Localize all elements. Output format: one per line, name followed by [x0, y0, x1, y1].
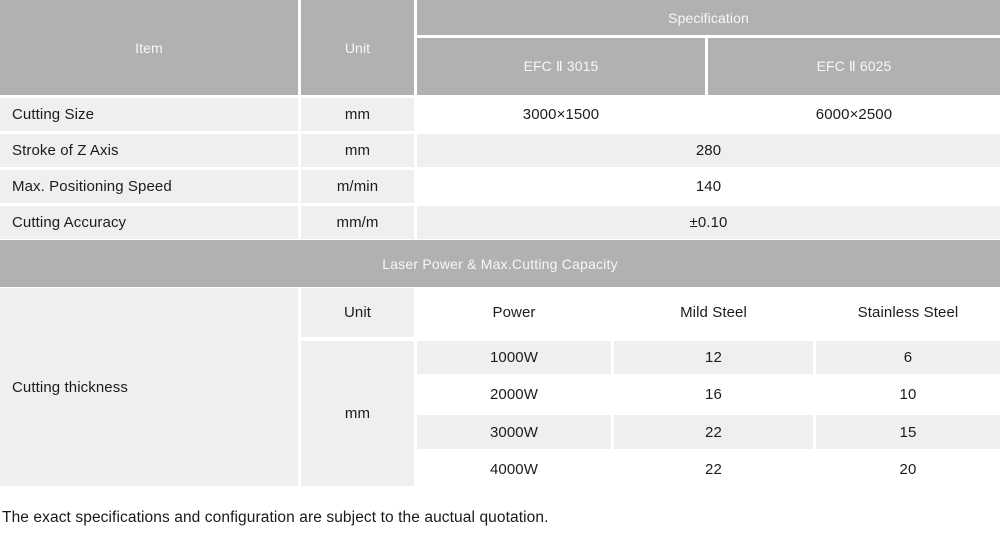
row-unit-max-positioning-speed: m/min [301, 170, 414, 203]
stainless-steel-1000w: 6 [816, 341, 1000, 374]
mild-steel-3000w: 22 [614, 415, 813, 449]
unit-column-header: Unit [301, 0, 414, 95]
row-unit-cutting-size: mm [301, 98, 414, 131]
model-header-efc2-3015: EFC Ⅱ 3015 [417, 38, 705, 95]
disclaimer-note: The exact specifications and configurati… [2, 509, 549, 526]
cutting-size-value-6025: 6000×2500 [708, 98, 1000, 131]
row-label-cutting-accuracy: Cutting Accuracy [0, 206, 298, 239]
row-unit-stroke-z-axis: mm [301, 134, 414, 167]
model-header-efc2-6025: EFC Ⅱ 6025 [708, 38, 1000, 95]
mild-steel-4000w: 22 [614, 453, 813, 486]
power-4000w: 4000W [417, 453, 611, 486]
max-positioning-speed-value: 140 [417, 170, 1000, 203]
row-label-max-positioning-speed: Max. Positioning Speed [0, 170, 298, 203]
row-label-cutting-thickness: Cutting thickness [0, 288, 298, 486]
item-column-header: Item [0, 0, 298, 95]
laser-power-capacity-band: Laser Power & Max.Cutting Capacity [0, 240, 1000, 287]
specification-table: Item Unit Specification EFC Ⅱ 3015 EFC Ⅱ… [0, 0, 1000, 239]
power-3000w: 3000W [417, 415, 611, 449]
capacity-mild-steel-header: Mild Steel [614, 288, 813, 337]
row-unit-cutting-accuracy: mm/m [301, 206, 414, 239]
mild-steel-1000w: 12 [614, 341, 813, 374]
capacity-unit-header: Unit [301, 288, 414, 337]
stroke-z-axis-value: 280 [417, 134, 1000, 167]
stainless-steel-4000w: 20 [816, 453, 1000, 486]
capacity-stainless-steel-header: Stainless Steel [816, 288, 1000, 337]
cutting-capacity-table: Cutting thickness Unit Power Mild Steel … [0, 288, 1000, 486]
mild-steel-2000w: 16 [614, 378, 813, 411]
cutting-thickness-unit: mm [301, 341, 414, 486]
cutting-accuracy-value: ±0.10 [417, 206, 1000, 239]
stainless-steel-2000w: 10 [816, 378, 1000, 411]
specification-header: Specification [417, 0, 1000, 35]
row-label-stroke-z-axis: Stroke of Z Axis [0, 134, 298, 167]
stainless-steel-3000w: 15 [816, 415, 1000, 449]
capacity-power-header: Power [417, 288, 611, 337]
power-1000w: 1000W [417, 341, 611, 374]
row-label-cutting-size: Cutting Size [0, 98, 298, 131]
cutting-size-value-3015: 3000×1500 [417, 98, 705, 131]
power-2000w: 2000W [417, 378, 611, 411]
